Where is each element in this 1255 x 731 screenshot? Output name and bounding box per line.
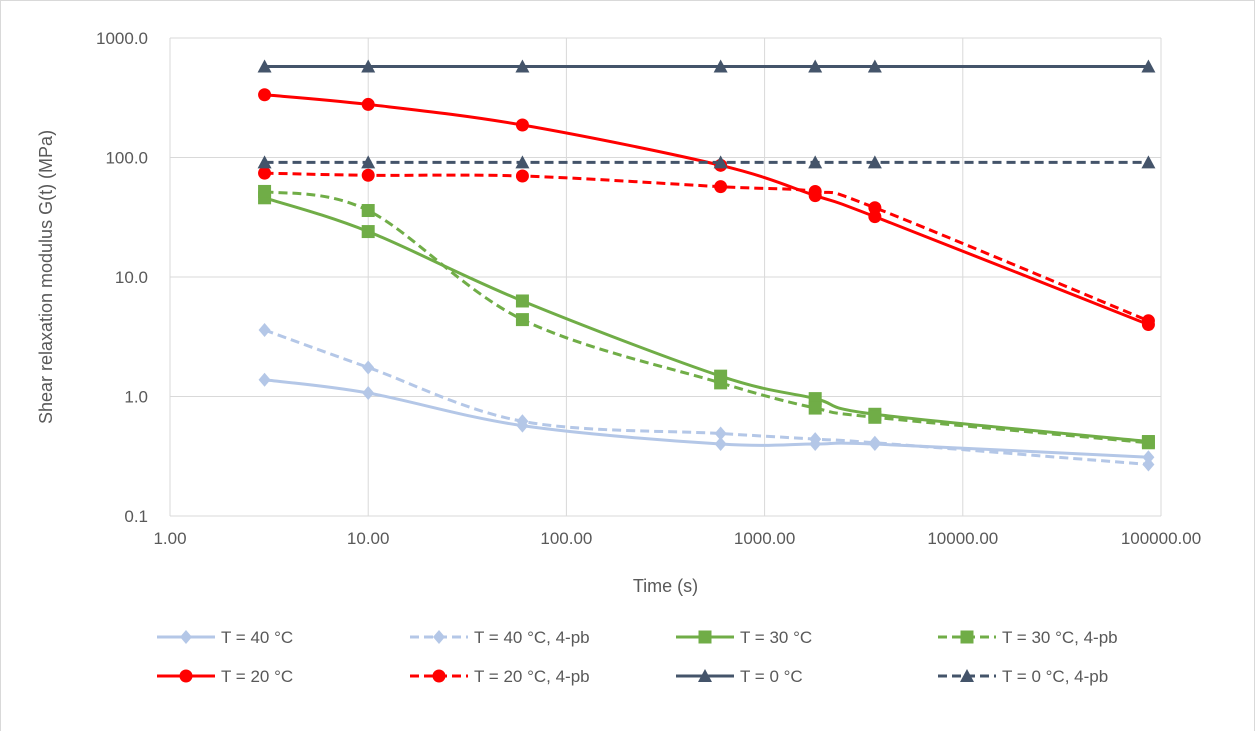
- data-point: [515, 313, 529, 327]
- data-point: [808, 155, 823, 169]
- data-point: [361, 97, 375, 111]
- data-point: [257, 155, 272, 169]
- data-point: [1142, 457, 1155, 472]
- data-point: [515, 169, 529, 183]
- legend-item: T = 0 °C: [676, 667, 803, 686]
- legend-label: T = 0 °C, 4-pb: [1002, 667, 1108, 686]
- data-point: [361, 225, 375, 239]
- data-point: [868, 201, 882, 215]
- y-axis-title: Shear relaxation modulus G(t) (MPa): [36, 130, 56, 424]
- series-5: [258, 166, 1155, 328]
- legend-item: T = 30 °C: [676, 628, 812, 647]
- data-point: [713, 155, 728, 169]
- data-point: [713, 59, 728, 73]
- data-point: [258, 323, 271, 338]
- legend-marker: [698, 669, 712, 682]
- tick-labels: 1.00 10.00 100.00 1000.00 10000.00 100000.00 0…: [96, 29, 1201, 548]
- y-tick-label: 0.1: [124, 507, 148, 526]
- data-point: [361, 168, 375, 182]
- data-point: [867, 155, 882, 169]
- legend-item: T = 20 °C, 4-pb: [410, 667, 590, 686]
- data-point: [515, 294, 529, 308]
- x-tick-label: 100000.00: [1121, 529, 1201, 548]
- legend-label: T = 30 °C, 4-pb: [1002, 628, 1118, 647]
- series-lines: [257, 59, 1156, 472]
- legend-label: T = 40 °C, 4-pb: [474, 628, 590, 647]
- data-point: [361, 59, 376, 73]
- data-point: [515, 118, 529, 132]
- legend-marker: [179, 669, 193, 683]
- data-point: [867, 59, 882, 73]
- x-axis-title: Time (s): [633, 576, 698, 596]
- legend-marker: [960, 669, 974, 682]
- legend-label: T = 20 °C: [221, 667, 293, 686]
- x-tick-label: 100.00: [540, 529, 592, 548]
- data-point: [714, 437, 727, 452]
- data-point: [258, 184, 272, 198]
- series-1: [258, 323, 1155, 472]
- legend-marker: [180, 630, 192, 644]
- data-point: [515, 59, 530, 73]
- data-point: [1141, 314, 1155, 328]
- y-tick-label: 1000.0: [96, 29, 148, 48]
- data-point: [714, 376, 728, 390]
- data-point: [808, 401, 822, 415]
- data-point: [868, 435, 881, 450]
- data-point: [362, 385, 375, 400]
- data-point: [361, 204, 375, 218]
- data-point: [362, 360, 375, 375]
- legend-item: T = 40 °C, 4-pb: [410, 628, 590, 647]
- legend-marker: [960, 630, 974, 644]
- legend-marker: [698, 630, 712, 644]
- data-point: [515, 155, 530, 169]
- legend-label: T = 0 °C: [740, 667, 803, 686]
- y-tick-label: 10.0: [115, 268, 148, 287]
- series-line: [264, 189, 1149, 445]
- legend-label: T = 20 °C, 4-pb: [474, 667, 590, 686]
- series-line: [264, 328, 1149, 466]
- y-tick-label: 100.0: [105, 149, 148, 168]
- data-point: [714, 180, 728, 194]
- data-point: [808, 184, 822, 198]
- data-point: [258, 372, 271, 387]
- legend-marker: [432, 669, 446, 683]
- series-3: [258, 184, 1155, 450]
- data-point: [1141, 59, 1156, 73]
- data-point: [714, 426, 727, 441]
- legend-item: T = 30 °C, 4-pb: [938, 628, 1118, 647]
- data-point: [1141, 155, 1156, 169]
- legend-marker: [433, 630, 445, 644]
- legend-item: T = 40 °C: [157, 628, 293, 647]
- legend-item: T = 0 °C, 4-pb: [938, 667, 1108, 686]
- legend: T = 40 °C T = 40 °C, 4-pb T = 30 °C T = 30 …: [157, 628, 1118, 686]
- grid: [169, 37, 1162, 517]
- x-tick-label: 1.00: [153, 529, 186, 548]
- data-point: [258, 88, 272, 102]
- data-point: [808, 59, 823, 73]
- x-tick-label: 10000.00: [927, 529, 998, 548]
- data-point: [1141, 436, 1155, 450]
- data-point: [258, 166, 272, 180]
- x-tick-label: 1000.00: [734, 529, 795, 548]
- legend-label: T = 40 °C: [221, 628, 293, 647]
- data-point: [809, 432, 822, 447]
- legend-item: T = 20 °C: [157, 667, 293, 686]
- data-point: [1142, 450, 1155, 465]
- data-point: [257, 59, 272, 73]
- y-tick-label: 1.0: [124, 388, 148, 407]
- series-7: [257, 155, 1156, 169]
- data-point: [868, 410, 882, 424]
- data-point: [361, 155, 376, 169]
- series-6: [257, 59, 1156, 73]
- x-tick-label: 10.00: [347, 529, 390, 548]
- data-point: [516, 414, 529, 429]
- data-point: [868, 210, 882, 224]
- legend-label: T = 30 °C: [740, 628, 812, 647]
